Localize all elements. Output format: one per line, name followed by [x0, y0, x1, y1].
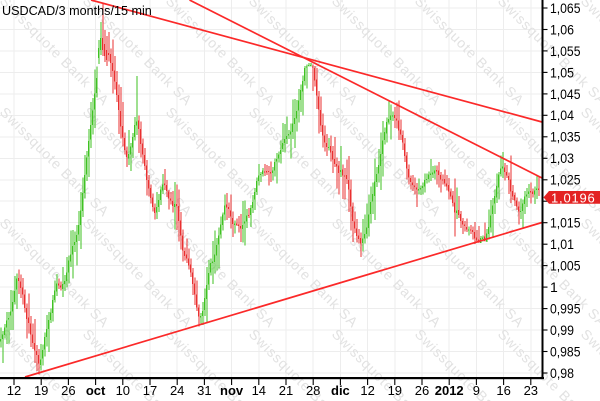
svg-text:dic: dic	[331, 383, 350, 398]
svg-text:USDCAD/3 months/15 min: USDCAD/3 months/15 min	[2, 4, 152, 18]
svg-text:1,045: 1,045	[550, 86, 581, 102]
svg-text:12: 12	[7, 383, 21, 398]
svg-text:nov: nov	[220, 383, 244, 398]
svg-text:16: 16	[496, 383, 510, 398]
svg-text:26: 26	[415, 383, 429, 398]
svg-text:0,985: 0,985	[550, 343, 581, 359]
svg-text:1,01: 1,01	[550, 236, 574, 252]
svg-text:23: 23	[524, 383, 538, 398]
svg-text:0,99: 0,99	[550, 322, 574, 338]
svg-text:1,04: 1,04	[550, 107, 574, 123]
svg-text:10: 10	[116, 383, 130, 398]
svg-text:1,03: 1,03	[550, 150, 574, 166]
svg-text:1,015: 1,015	[550, 215, 581, 231]
svg-text:0,995: 0,995	[550, 301, 581, 317]
svg-text:9: 9	[473, 383, 480, 398]
svg-text:1,0196: 1,0196	[551, 191, 596, 206]
svg-text:1,005: 1,005	[550, 258, 581, 274]
svg-text:19: 19	[388, 383, 402, 398]
svg-text:0,98: 0,98	[550, 365, 574, 381]
svg-text:17: 17	[143, 383, 157, 398]
svg-text:1: 1	[550, 279, 558, 295]
svg-text:31: 31	[197, 383, 211, 398]
svg-text:1,055: 1,055	[550, 43, 581, 59]
svg-text:19: 19	[34, 383, 48, 398]
svg-text:26: 26	[61, 383, 75, 398]
svg-text:14: 14	[252, 383, 266, 398]
svg-text:1,035: 1,035	[550, 129, 581, 145]
svg-text:oct: oct	[86, 383, 106, 398]
svg-text:2012: 2012	[435, 383, 464, 398]
svg-text:24: 24	[170, 383, 184, 398]
svg-text:1,025: 1,025	[550, 172, 581, 188]
svg-text:28: 28	[306, 383, 320, 398]
svg-text:1,06: 1,06	[550, 21, 574, 37]
svg-text:12: 12	[360, 383, 374, 398]
svg-text:1,065: 1,065	[550, 0, 581, 16]
svg-text:1,05: 1,05	[550, 64, 574, 80]
svg-text:21: 21	[279, 383, 293, 398]
